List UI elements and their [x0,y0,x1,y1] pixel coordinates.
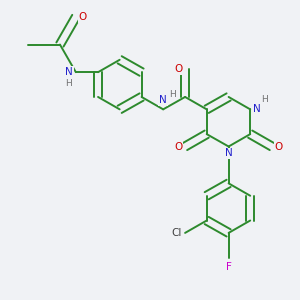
Text: O: O [79,12,87,22]
Text: O: O [275,142,283,152]
Text: N: N [253,104,261,114]
Text: N: N [159,95,167,105]
Text: N: N [225,148,232,158]
Text: H: H [169,90,176,99]
Text: N: N [65,67,73,77]
Text: H: H [65,79,72,88]
Text: O: O [174,142,182,152]
Text: F: F [226,262,232,272]
Text: Cl: Cl [171,228,181,238]
Text: O: O [174,64,182,74]
Text: H: H [261,95,268,104]
